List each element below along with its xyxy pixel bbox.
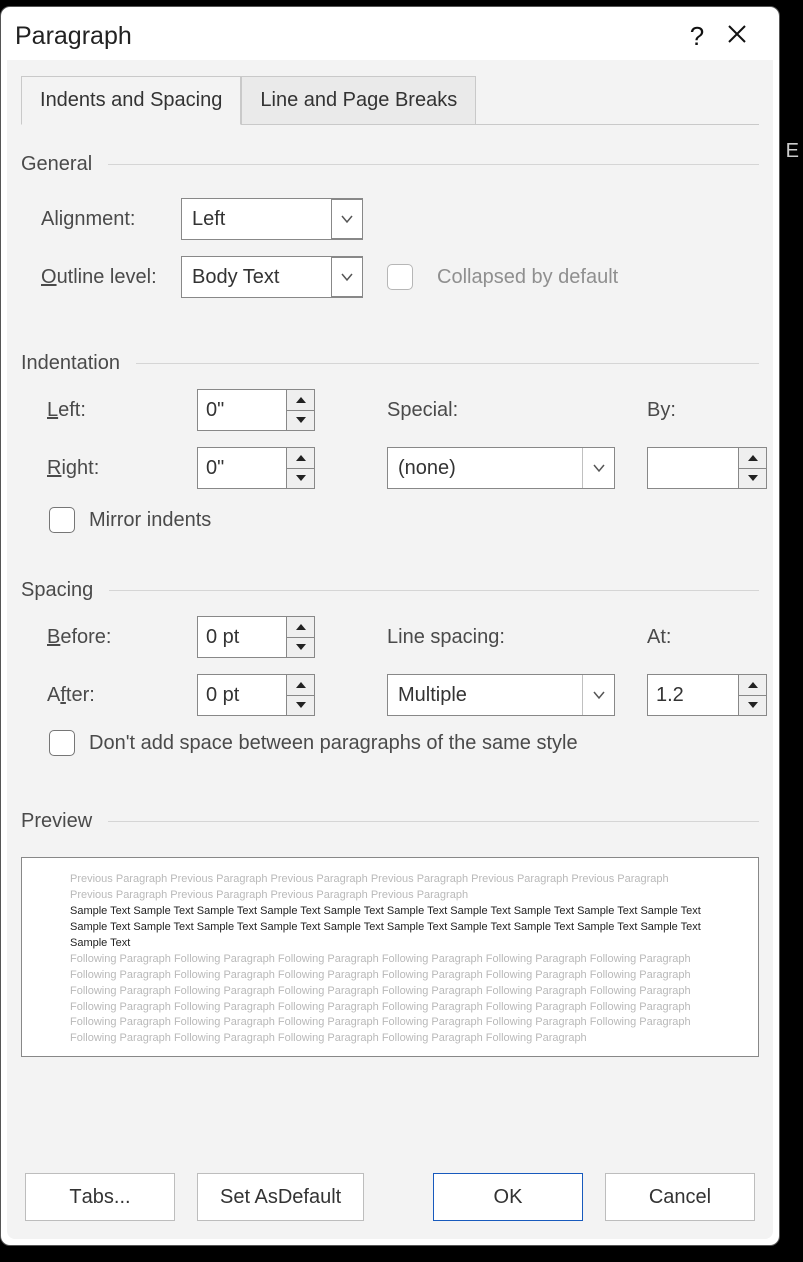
titlebar: Paragraph ? — [1, 7, 779, 60]
collapsed-label: Collapsed by default — [437, 266, 618, 289]
by-spin[interactable] — [647, 447, 767, 489]
chevron-down-icon — [331, 199, 363, 239]
tab-indents-spacing[interactable]: Indents and Spacing — [21, 76, 241, 125]
section-indentation: Indentation — [21, 352, 759, 375]
arrow-up-icon — [296, 397, 306, 403]
indent-left-value: 0" — [198, 390, 286, 430]
preview-sample-text: Sample Text Sample Text Sample Text Samp… — [70, 904, 710, 952]
alignment-dropdown[interactable]: Left — [181, 198, 363, 240]
arrow-up-icon — [748, 682, 758, 688]
chevron-down-icon — [331, 257, 363, 297]
tab-label: Indents and Spacing — [40, 89, 222, 111]
preview-previous-text: Previous Paragraph Previous Paragraph Pr… — [70, 872, 710, 904]
section-title: Indentation — [21, 352, 120, 375]
help-button[interactable]: ? — [677, 21, 717, 52]
alignment-value: Left — [182, 208, 331, 231]
by-value — [648, 448, 738, 488]
spin-arrows[interactable] — [286, 448, 314, 488]
mirror-indents-label: Mirror indents — [89, 509, 211, 532]
spin-arrows[interactable] — [286, 617, 314, 657]
outline-level-dropdown[interactable]: Body Text — [181, 256, 363, 298]
arrow-up-icon — [748, 455, 758, 461]
chevron-down-icon — [582, 448, 614, 488]
by-label: By: — [647, 399, 777, 422]
after-value: 0 pt — [198, 675, 286, 715]
spin-arrows[interactable] — [286, 390, 314, 430]
dialog-title: Paragraph — [15, 22, 677, 51]
special-value: (none) — [388, 457, 582, 480]
special-label: Special: — [387, 399, 617, 422]
section-rule — [109, 590, 759, 591]
at-value: 1.2 — [648, 675, 738, 715]
alignment-label: Alignment: — [21, 208, 181, 231]
cancel-button[interactable]: Cancel — [605, 1173, 755, 1221]
set-default-button[interactable]: Set As Default — [197, 1173, 364, 1221]
at-spin[interactable]: 1.2 — [647, 674, 767, 716]
indent-right-label: Right: — [27, 457, 197, 480]
tabs-button[interactable]: Tabs... — [25, 1173, 175, 1221]
preview-following-text: Following Paragraph Following Paragraph … — [70, 952, 710, 1048]
section-rule — [108, 821, 759, 822]
indent-right-spin[interactable]: 0" — [197, 447, 315, 489]
special-dropdown[interactable]: (none) — [387, 447, 615, 489]
after-spin[interactable]: 0 pt — [197, 674, 315, 716]
arrow-down-icon — [296, 475, 306, 481]
line-spacing-dropdown[interactable]: Multiple — [387, 674, 615, 716]
ok-button[interactable]: OK — [433, 1173, 583, 1221]
indent-left-label: Left: — [27, 399, 197, 422]
section-title: Preview — [21, 810, 92, 833]
dont-add-space-label: Don't add space between paragraphs of th… — [89, 732, 578, 755]
tab-line-page-breaks[interactable]: Line and Page Breaks — [241, 76, 476, 125]
section-title: General — [21, 153, 92, 176]
before-value: 0 pt — [198, 617, 286, 657]
preview-box: Previous Paragraph Previous Paragraph Pr… — [21, 857, 759, 1057]
section-rule — [108, 164, 759, 165]
indent-right-value: 0" — [198, 448, 286, 488]
line-spacing-label: Line spacing: — [387, 626, 617, 649]
spin-arrows[interactable] — [286, 675, 314, 715]
dont-add-space-checkbox[interactable] — [49, 730, 75, 756]
tab-label: Line and Page Breaks — [260, 89, 457, 111]
close-icon — [727, 24, 747, 44]
arrow-up-icon — [296, 682, 306, 688]
tab-strip: Indents and Spacing Line and Page Breaks — [21, 76, 759, 125]
arrow-down-icon — [296, 417, 306, 423]
line-spacing-value: Multiple — [388, 684, 582, 707]
section-title: Spacing — [21, 579, 93, 602]
dialog-footer: Tabs... Set As Default OK Cancel — [21, 1159, 759, 1225]
outline-level-label: Outline level: — [21, 266, 181, 289]
indent-left-spin[interactable]: 0" — [197, 389, 315, 431]
arrow-up-icon — [296, 624, 306, 630]
section-rule — [136, 363, 759, 364]
mirror-indents-checkbox[interactable] — [49, 507, 75, 533]
arrow-down-icon — [748, 475, 758, 481]
dialog-body: Indents and Spacing Line and Page Breaks… — [7, 60, 773, 1239]
at-label: At: — [647, 626, 777, 649]
arrow-up-icon — [296, 455, 306, 461]
spin-arrows[interactable] — [738, 448, 766, 488]
before-label: Before: — [27, 626, 197, 649]
background-edge-text: E — [786, 140, 799, 163]
section-spacing: Spacing — [21, 579, 759, 602]
spin-arrows[interactable] — [738, 675, 766, 715]
chevron-down-icon — [582, 675, 614, 715]
before-spin[interactable]: 0 pt — [197, 616, 315, 658]
section-general: General — [21, 153, 759, 176]
arrow-down-icon — [748, 702, 758, 708]
close-button[interactable] — [717, 23, 757, 51]
arrow-down-icon — [296, 702, 306, 708]
arrow-down-icon — [296, 644, 306, 650]
after-label: After: — [27, 684, 197, 707]
section-preview: Preview — [21, 810, 759, 833]
collapsed-checkbox — [387, 264, 413, 290]
paragraph-dialog: Paragraph ? Indents and Spacing Line and… — [0, 6, 780, 1246]
outline-level-value: Body Text — [182, 266, 331, 289]
